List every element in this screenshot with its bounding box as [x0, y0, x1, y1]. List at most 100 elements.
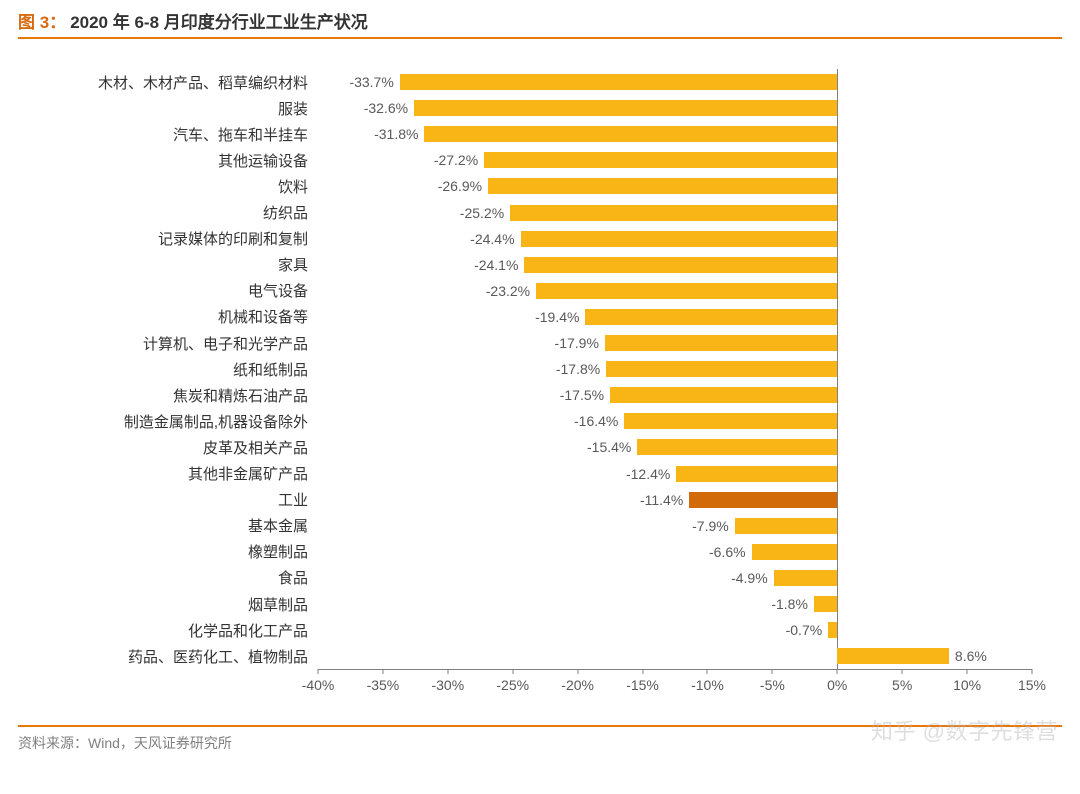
category-label: 纸和纸制品	[233, 359, 308, 380]
x-tick-label: -10%	[691, 677, 724, 693]
x-tick-mark	[1032, 669, 1033, 674]
x-axis: -40%-35%-30%-25%-20%-15%-10%-5%0%5%10%15…	[318, 669, 1032, 695]
chart-row: 化学品和化工产品-0.7%	[318, 617, 1032, 643]
x-tick-mark	[967, 669, 968, 674]
value-label: -17.5%	[560, 387, 604, 403]
category-label: 橡塑制品	[248, 541, 308, 562]
category-label: 木材、木材产品、稻草编织材料	[98, 72, 308, 93]
chart-row: 汽车、拖车和半挂车-31.8%	[318, 121, 1032, 147]
category-label: 纺织品	[263, 202, 308, 223]
category-label: 电气设备	[248, 280, 308, 301]
chart-row: 服装-32.6%	[318, 95, 1032, 121]
chart-row: 药品、医药化工、植物制品8.6%	[318, 643, 1032, 669]
chart-row: 食品-4.9%	[318, 565, 1032, 591]
value-label: -24.1%	[474, 257, 518, 273]
chart-row: 木材、木材产品、稻草编织材料-33.7%	[318, 69, 1032, 95]
bar	[752, 544, 838, 560]
x-tick-mark	[837, 669, 838, 674]
bar	[837, 648, 949, 664]
category-label: 制造金属制品,机器设备除外	[124, 411, 308, 432]
bar	[689, 492, 837, 508]
bar	[536, 283, 837, 299]
x-tick-mark	[512, 669, 513, 674]
source-label: 资料来源：	[18, 735, 88, 751]
watermark: 知乎 @数字先锋营	[871, 714, 1058, 746]
chart-row: 制造金属制品,机器设备除外-16.4%	[318, 408, 1032, 434]
x-tick-label: -15%	[626, 677, 659, 693]
category-label: 工业	[278, 489, 308, 510]
bar	[424, 126, 837, 142]
category-label: 化学品和化工产品	[188, 620, 308, 641]
title-prefix: 图 3：	[18, 8, 66, 33]
x-tick-label: 15%	[1018, 677, 1046, 693]
chart-title-row: 图 3： 2020 年 6-8 月印度分行业工业生产状况	[18, 8, 1062, 33]
bar	[606, 361, 837, 377]
source-text: Wind，天风证券研究所	[88, 735, 232, 751]
bar	[414, 100, 837, 116]
category-label: 记录媒体的印刷和复制	[158, 228, 308, 249]
value-label: -12.4%	[626, 466, 670, 482]
chart-row: 烟草制品-1.8%	[318, 591, 1032, 617]
value-label: -19.4%	[535, 309, 579, 325]
value-label: -31.8%	[374, 126, 418, 142]
category-label: 饮料	[278, 176, 308, 197]
x-tick-label: 5%	[892, 677, 912, 693]
bar	[610, 387, 837, 403]
bar	[484, 152, 837, 168]
x-axis-line	[318, 669, 1032, 670]
x-tick-mark	[318, 669, 319, 674]
chart-row: 皮革及相关产品-15.4%	[318, 434, 1032, 460]
bar	[676, 466, 837, 482]
chart-row: 基本金属-7.9%	[318, 513, 1032, 539]
category-label: 基本金属	[248, 515, 308, 536]
chart-row: 家具-24.1%	[318, 252, 1032, 278]
x-tick-label: -35%	[367, 677, 400, 693]
chart-row: 其他运输设备-27.2%	[318, 147, 1032, 173]
value-label: -24.4%	[470, 231, 514, 247]
bar	[774, 570, 838, 586]
x-tick-label: -5%	[760, 677, 785, 693]
x-tick-mark	[707, 669, 708, 674]
category-label: 汽车、拖车和半挂车	[173, 124, 308, 145]
category-label: 皮革及相关产品	[203, 437, 308, 458]
chart-row: 其他非金属矿产品-12.4%	[318, 461, 1032, 487]
x-tick-mark	[902, 669, 903, 674]
bar	[624, 413, 837, 429]
x-tick-label: -40%	[302, 677, 335, 693]
chart-row: 纺织品-25.2%	[318, 200, 1032, 226]
category-label: 机械和设备等	[218, 306, 308, 327]
bar	[637, 439, 837, 455]
bar	[510, 205, 837, 221]
bar	[400, 74, 837, 90]
divider-top	[18, 37, 1062, 39]
value-label: -17.8%	[556, 361, 600, 377]
category-label: 计算机、电子和光学产品	[143, 333, 308, 354]
value-label: -33.7%	[349, 74, 393, 90]
x-tick-label: -25%	[496, 677, 529, 693]
bar	[605, 335, 837, 351]
x-tick-label: -30%	[431, 677, 464, 693]
x-tick-mark	[772, 669, 773, 674]
value-label: 8.6%	[955, 648, 987, 664]
x-tick-mark	[447, 669, 448, 674]
value-label: -17.9%	[555, 335, 599, 351]
chart-row: 电气设备-23.2%	[318, 278, 1032, 304]
chart-row: 饮料-26.9%	[318, 173, 1032, 199]
value-label: -15.4%	[587, 439, 631, 455]
bar	[814, 596, 837, 612]
chart-row: 橡塑制品-6.6%	[318, 539, 1032, 565]
chart-row: 计算机、电子和光学产品-17.9%	[318, 330, 1032, 356]
category-label: 烟草制品	[248, 594, 308, 615]
chart-row: 工业-11.4%	[318, 487, 1032, 513]
chart-row: 机械和设备等-19.4%	[318, 304, 1032, 330]
bar	[521, 231, 838, 247]
bar	[488, 178, 837, 194]
bar	[735, 518, 838, 534]
category-label: 家具	[278, 254, 308, 275]
x-tick-label: 0%	[827, 677, 847, 693]
value-label: -4.9%	[731, 570, 768, 586]
value-label: -7.9%	[692, 518, 729, 534]
title-text: 2020 年 6-8 月印度分行业工业生产状况	[70, 8, 368, 33]
value-label: -32.6%	[364, 100, 408, 116]
value-label: -27.2%	[434, 152, 478, 168]
